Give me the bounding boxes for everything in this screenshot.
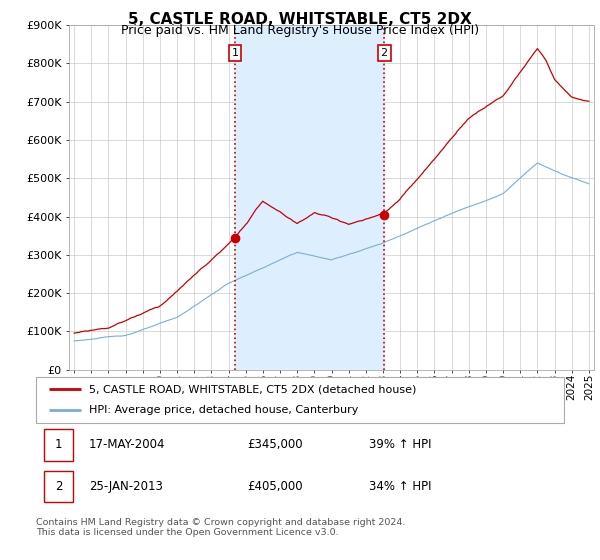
Text: 5, CASTLE ROAD, WHITSTABLE, CT5 2DX (detached house): 5, CASTLE ROAD, WHITSTABLE, CT5 2DX (det… [89, 384, 416, 394]
Text: 34% ↑ HPI: 34% ↑ HPI [368, 480, 431, 493]
Text: £345,000: £345,000 [247, 438, 303, 451]
Text: Contains HM Land Registry data © Crown copyright and database right 2024.
This d: Contains HM Land Registry data © Crown c… [36, 518, 406, 538]
Text: 25-JAN-2013: 25-JAN-2013 [89, 480, 163, 493]
FancyBboxPatch shape [36, 377, 564, 423]
Text: 39% ↑ HPI: 39% ↑ HPI [368, 438, 431, 451]
Text: 1: 1 [232, 48, 239, 58]
Text: 2: 2 [380, 48, 388, 58]
Text: 5, CASTLE ROAD, WHITSTABLE, CT5 2DX: 5, CASTLE ROAD, WHITSTABLE, CT5 2DX [128, 12, 472, 27]
FancyBboxPatch shape [44, 470, 73, 502]
Text: Price paid vs. HM Land Registry's House Price Index (HPI): Price paid vs. HM Land Registry's House … [121, 24, 479, 36]
Text: HPI: Average price, detached house, Canterbury: HPI: Average price, detached house, Cant… [89, 405, 358, 416]
Bar [235, 25, 384, 370]
Text: 1: 1 [55, 438, 62, 451]
FancyBboxPatch shape [44, 429, 73, 461]
Text: £405,000: £405,000 [247, 480, 303, 493]
Text: 2: 2 [55, 480, 62, 493]
Text: 17-MAY-2004: 17-MAY-2004 [89, 438, 166, 451]
